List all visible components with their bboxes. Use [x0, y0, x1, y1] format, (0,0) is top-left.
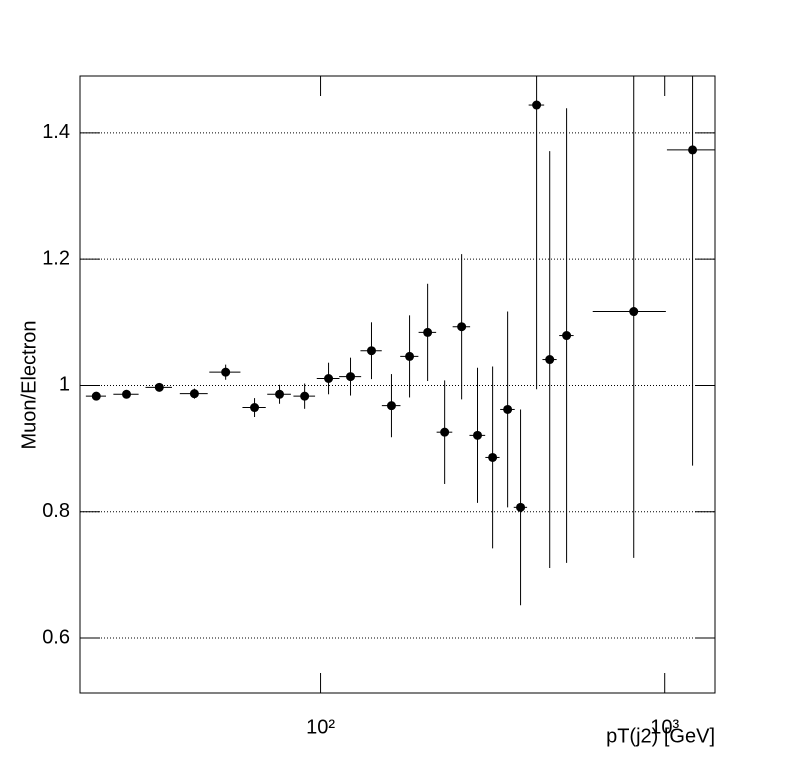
point [275, 389, 285, 399]
x-axis-label: pT(j2) [GeV] [606, 725, 715, 747]
y-tick-label: 1 [59, 374, 70, 396]
point [688, 145, 698, 155]
frame [79, 75, 716, 694]
point [221, 367, 231, 377]
y-tick-label: 0.8 [42, 500, 70, 522]
point [122, 389, 132, 399]
point [91, 391, 101, 401]
point [473, 430, 483, 440]
point [423, 327, 433, 337]
point [440, 427, 450, 437]
point [629, 307, 639, 317]
point [457, 322, 467, 332]
point [532, 100, 542, 110]
point [488, 452, 498, 462]
point [405, 351, 415, 361]
point [386, 401, 396, 411]
point [324, 374, 334, 384]
point [503, 404, 513, 414]
x-tick-label: 10² [306, 716, 335, 738]
point [545, 355, 555, 365]
point [250, 403, 260, 413]
point [189, 389, 199, 399]
x-tick-label: 10³ [650, 716, 679, 738]
point [366, 346, 376, 356]
y-tick-label: 1.4 [42, 121, 70, 143]
point [562, 331, 572, 341]
plot-area [85, 76, 715, 606]
point [154, 382, 164, 392]
point [346, 372, 356, 382]
y-tick-label: 1.2 [42, 247, 70, 269]
y-tick-label: 0.6 [42, 626, 70, 648]
point [300, 391, 310, 401]
point [516, 502, 526, 512]
y-axis-label: Muon/Electron [18, 321, 40, 450]
